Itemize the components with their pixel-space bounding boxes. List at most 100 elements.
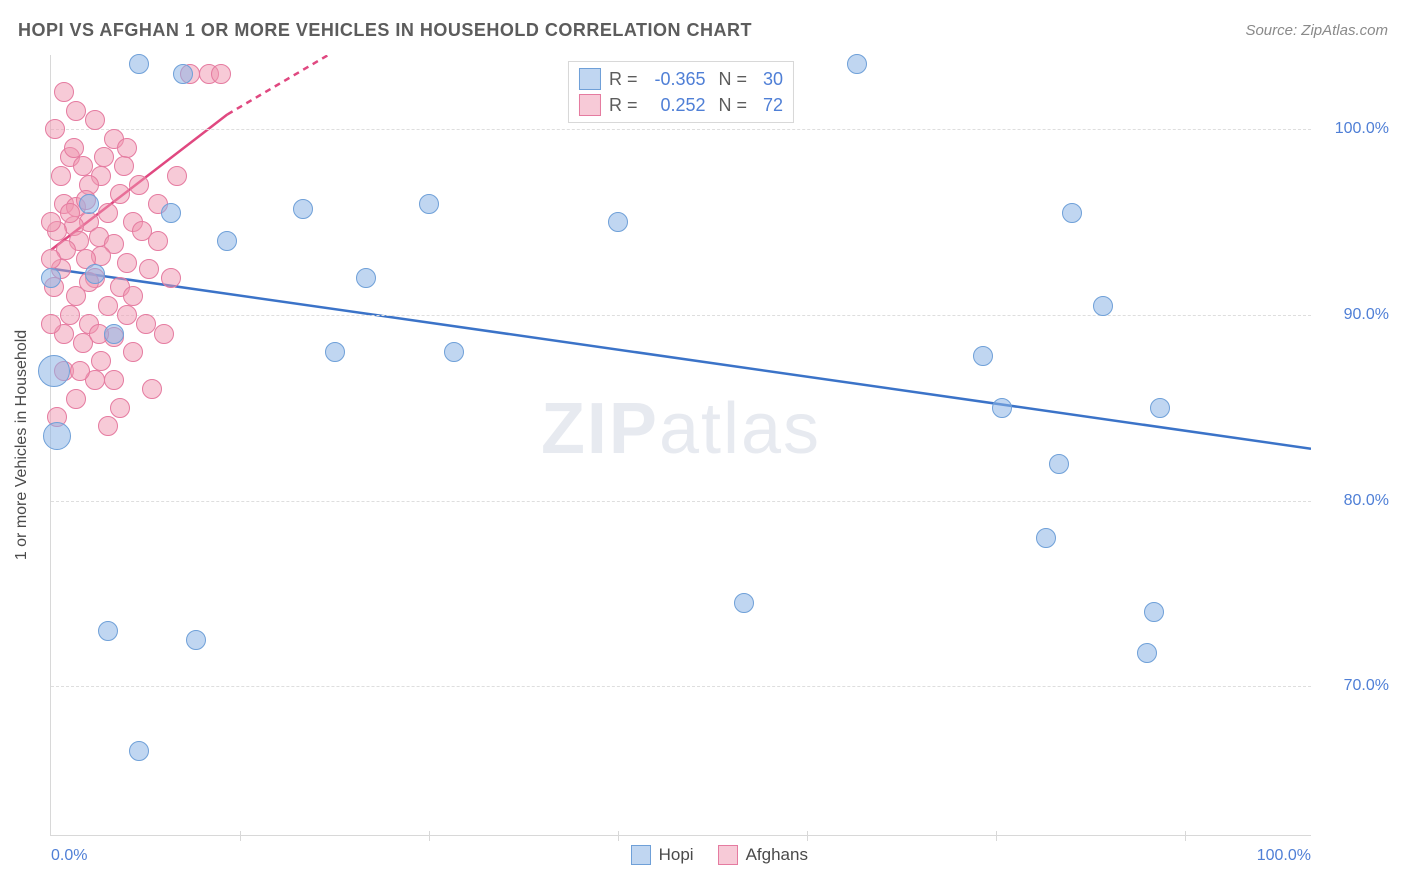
x-tick-label: 100.0% — [1257, 847, 1311, 865]
stat-r-value: -0.365 — [646, 69, 706, 90]
data-point — [129, 741, 149, 761]
data-point — [98, 296, 118, 316]
data-point — [110, 398, 130, 418]
data-point — [43, 422, 71, 450]
data-point — [325, 342, 345, 362]
data-point — [60, 305, 80, 325]
chart-title: HOPI VS AFGHAN 1 OR MORE VEHICLES IN HOU… — [18, 20, 752, 41]
plot-wrap: 1 or more Vehicles in Household ZIPatlas… — [50, 55, 1390, 835]
legend-swatch — [631, 845, 651, 865]
data-point — [104, 370, 124, 390]
data-point — [419, 194, 439, 214]
y-tick-label: 80.0% — [1319, 492, 1389, 510]
data-point — [1062, 203, 1082, 223]
data-point — [98, 203, 118, 223]
data-point — [161, 203, 181, 223]
data-point — [734, 593, 754, 613]
trend-line — [227, 55, 328, 114]
data-point — [167, 166, 187, 186]
data-point — [117, 305, 137, 325]
data-point — [139, 259, 159, 279]
data-point — [444, 342, 464, 362]
x-tick-label: 0.0% — [51, 847, 87, 865]
x-minor-tick — [240, 831, 241, 841]
data-point — [1036, 528, 1056, 548]
data-point — [173, 64, 193, 84]
legend-label: Hopi — [659, 845, 694, 865]
data-point — [66, 101, 86, 121]
data-point — [91, 351, 111, 371]
data-point — [60, 203, 80, 223]
data-point — [142, 379, 162, 399]
data-point — [992, 398, 1012, 418]
data-point — [129, 54, 149, 74]
data-point — [117, 138, 137, 158]
scatter-plot: ZIPatlas 70.0%80.0%90.0%100.0%0.0%100.0%… — [50, 55, 1311, 836]
data-point — [110, 184, 130, 204]
legend-item: Afghans — [718, 845, 808, 865]
data-point — [1144, 602, 1164, 622]
data-point — [79, 194, 99, 214]
data-point — [85, 110, 105, 130]
data-point — [132, 221, 152, 241]
data-point — [85, 264, 105, 284]
data-point — [41, 314, 61, 334]
data-point — [66, 389, 86, 409]
data-point — [293, 199, 313, 219]
data-point — [73, 156, 93, 176]
legend-swatch — [579, 68, 601, 90]
gridline-h — [51, 129, 1311, 130]
y-tick-label: 70.0% — [1319, 677, 1389, 695]
trend-lines — [51, 55, 1311, 835]
gridline-h — [51, 686, 1311, 687]
data-point — [41, 212, 61, 232]
x-minor-tick — [996, 831, 997, 841]
gridline-h — [51, 501, 1311, 502]
data-point — [70, 361, 90, 381]
data-point — [356, 268, 376, 288]
data-point — [973, 346, 993, 366]
data-point — [161, 268, 181, 288]
data-point — [129, 175, 149, 195]
gridline-h — [51, 315, 1311, 316]
legend-swatch — [579, 94, 601, 116]
chart-header: HOPI VS AFGHAN 1 OR MORE VEHICLES IN HOU… — [18, 20, 1388, 41]
data-point — [64, 138, 84, 158]
chart-source: Source: ZipAtlas.com — [1245, 22, 1388, 39]
legend-swatch — [718, 845, 738, 865]
data-point — [211, 64, 231, 84]
data-point — [154, 324, 174, 344]
legend-item: Hopi — [631, 845, 694, 865]
data-point — [217, 231, 237, 251]
stat-r-value: 0.252 — [646, 95, 706, 116]
x-minor-tick — [618, 831, 619, 841]
data-point — [1150, 398, 1170, 418]
data-point — [1049, 454, 1069, 474]
data-point — [38, 355, 70, 387]
data-point — [41, 268, 61, 288]
data-point — [54, 82, 74, 102]
data-point — [45, 119, 65, 139]
x-minor-tick — [807, 831, 808, 841]
stats-legend: R =-0.365 N =30R =0.252 N =72 — [568, 61, 794, 123]
stats-legend-row: R =-0.365 N =30 — [579, 66, 783, 92]
x-minor-tick — [429, 831, 430, 841]
data-point — [104, 324, 124, 344]
data-point — [98, 621, 118, 641]
data-point — [117, 253, 137, 273]
stats-legend-row: R =0.252 N =72 — [579, 92, 783, 118]
stat-n-value: 30 — [755, 69, 783, 90]
data-point — [608, 212, 628, 232]
data-point — [1093, 296, 1113, 316]
data-point — [94, 147, 114, 167]
data-point — [98, 416, 118, 436]
data-point — [186, 630, 206, 650]
data-point — [123, 286, 143, 306]
data-point — [114, 156, 134, 176]
x-minor-tick — [1185, 831, 1186, 841]
trend-line — [51, 269, 1311, 449]
y-tick-label: 90.0% — [1319, 306, 1389, 324]
y-tick-label: 100.0% — [1319, 120, 1389, 138]
data-point — [847, 54, 867, 74]
legend-label: Afghans — [746, 845, 808, 865]
